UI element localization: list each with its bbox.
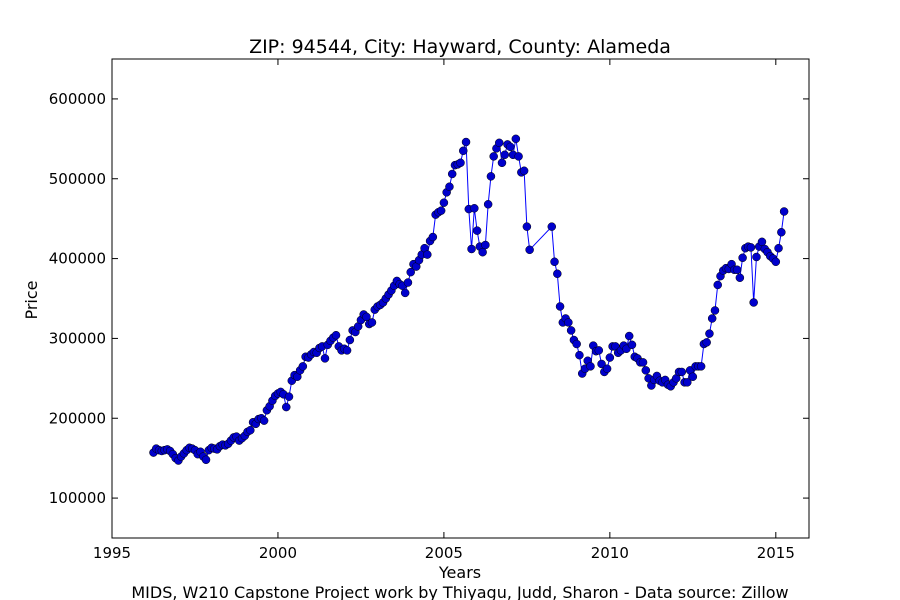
price-point [406,267,415,277]
y-tick-label: 200000 [49,409,106,427]
price-point [566,326,576,335]
y-axis-label: Price [22,280,41,319]
price-point [445,182,454,191]
price-point [345,335,355,345]
y-tick-label: 600000 [49,90,106,108]
price-point [367,318,377,327]
price-point [586,362,595,371]
x-tick-label: 1995 [93,544,131,562]
y-tick-label: 500000 [49,170,106,188]
price-point [447,169,457,179]
price-point [641,366,651,375]
price-point [777,227,786,237]
y-tick-label: 100000 [49,489,106,507]
price-point [779,207,789,216]
price-point [436,206,446,215]
price-point [423,250,432,259]
price-point [246,425,255,435]
price-point [627,340,637,350]
price-point [547,222,557,231]
chart-title: ZIP: 94544, City: Hayward, County: Alame… [249,36,671,58]
price-point [456,158,465,168]
price-point [752,252,761,262]
price-point [428,232,438,242]
price-point [486,172,496,181]
price-point [735,273,745,282]
price-point [746,243,756,252]
price-point [467,244,476,254]
price-point [506,142,515,152]
price-point [461,137,471,147]
price-point [481,240,490,250]
price-point [320,354,330,363]
price-point [282,402,291,412]
price-point [713,280,722,290]
price-point [732,265,742,275]
price-point [594,346,604,355]
price-point [497,158,507,168]
price-point [677,367,687,377]
price-point [705,329,714,338]
x-tick-label: 2015 [757,544,795,562]
price-point [525,245,534,255]
price-point [459,146,468,156]
price-point [688,372,698,381]
price-point [696,362,706,371]
price-point [522,222,532,231]
price-point [500,150,509,160]
price-point [439,198,449,207]
price-point [624,331,634,341]
price-point [757,237,767,247]
price-point [403,278,413,287]
price-point [400,288,410,298]
price-point [331,330,341,340]
price-point [575,350,584,360]
price-point [597,359,606,369]
price-point [602,364,612,374]
price-point [683,378,692,387]
price-point [519,166,529,176]
price-point [774,243,783,253]
price-point [284,392,294,401]
x-axis-label: Years [438,563,481,582]
price-point [478,247,487,257]
x-tick-label: 2005 [425,544,463,562]
price-point [702,338,711,347]
y-tick-label: 400000 [49,250,106,268]
price-point [201,455,211,465]
price-point [738,253,747,263]
x-tick-label: 2000 [259,544,297,562]
price-point [298,362,308,371]
plot-frame [111,58,810,539]
price-point [572,339,581,349]
price-point [555,302,565,311]
price-point [494,138,504,148]
price-point [342,346,352,355]
price-point [707,314,717,323]
price-point [771,257,781,267]
price-point [638,358,648,367]
y-tick-label: 300000 [49,329,106,347]
price-point [259,416,269,425]
footnote: MIDS, W210 Capstone Project work by Thiy… [131,583,788,600]
price-point [710,306,720,315]
price-point [514,152,523,161]
price-point [489,152,498,161]
price-point [470,204,479,213]
price-point [511,134,521,144]
price-point [483,200,493,209]
price-point [553,269,562,279]
price-point [564,318,573,327]
price-point [605,353,615,362]
price-point [749,298,758,307]
price-point [550,257,559,267]
price-point [472,226,482,235]
x-tick-label: 2010 [591,544,629,562]
